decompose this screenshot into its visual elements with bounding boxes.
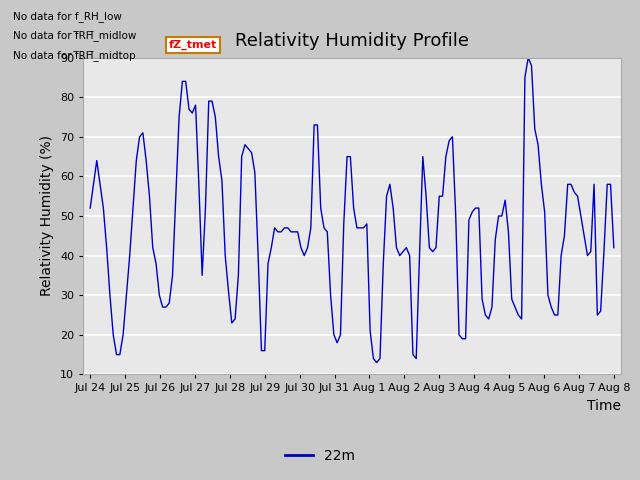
X-axis label: Time: Time bbox=[587, 399, 621, 413]
Y-axis label: Relativity Humidity (%): Relativity Humidity (%) bbox=[40, 135, 54, 297]
Text: No data for f̅RH̅_midlow: No data for f̅RH̅_midlow bbox=[13, 30, 136, 41]
Text: fZ_tmet: fZ_tmet bbox=[169, 40, 218, 50]
Text: No data for f_RH_low: No data for f_RH_low bbox=[13, 11, 122, 22]
Text: No data for f̅RH̅_midtop: No data for f̅RH̅_midtop bbox=[13, 49, 136, 60]
Title: Relativity Humidity Profile: Relativity Humidity Profile bbox=[235, 33, 469, 50]
Legend: 22m: 22m bbox=[280, 443, 360, 468]
